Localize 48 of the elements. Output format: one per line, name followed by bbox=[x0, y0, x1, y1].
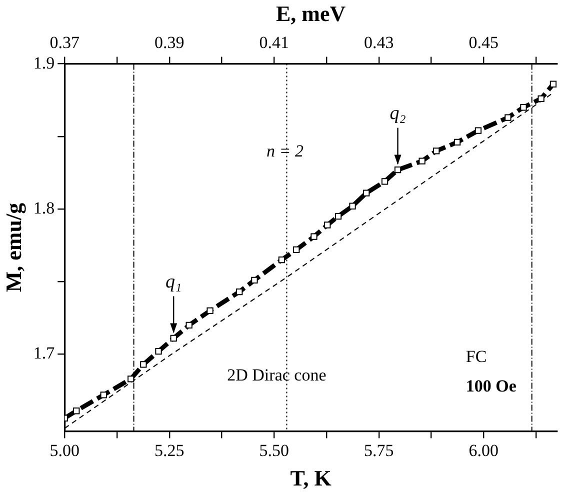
annotation: q₂ bbox=[390, 102, 406, 124]
point bbox=[278, 256, 286, 264]
x-tick-label: 6.00 bbox=[468, 440, 499, 460]
point bbox=[251, 276, 258, 284]
annotation: 100 Oe bbox=[466, 376, 517, 396]
point bbox=[418, 158, 426, 164]
annotation: 2D Dirac cone bbox=[227, 366, 326, 385]
x-axis-title: T, K bbox=[290, 465, 332, 490]
point bbox=[206, 307, 214, 314]
x-tick-label: 5.25 bbox=[154, 440, 184, 460]
point bbox=[73, 408, 80, 414]
point bbox=[394, 166, 402, 174]
point bbox=[520, 104, 527, 111]
annotation: q₁ bbox=[166, 271, 182, 292]
x2-tick-label: 0.37 bbox=[50, 33, 80, 52]
annotation: FC bbox=[466, 347, 487, 366]
y-axis-title: M, emu/g bbox=[0, 202, 26, 292]
y-tick-label: 1.7 bbox=[33, 344, 56, 363]
point bbox=[293, 246, 300, 254]
point bbox=[538, 95, 544, 102]
point bbox=[170, 334, 177, 342]
x2-axis-title: E, meV bbox=[276, 0, 346, 26]
x-tick-label: 5.50 bbox=[259, 440, 290, 460]
annotation: n = 2 bbox=[266, 141, 304, 160]
point bbox=[454, 138, 461, 146]
point bbox=[363, 190, 370, 196]
x-tick-label: 5.75 bbox=[364, 440, 394, 460]
point bbox=[310, 233, 318, 240]
x2-tick-label: 0.41 bbox=[259, 33, 290, 52]
point bbox=[504, 114, 512, 121]
point bbox=[100, 392, 107, 398]
point bbox=[474, 127, 482, 134]
point bbox=[186, 322, 192, 329]
point bbox=[550, 80, 557, 88]
x2-tick-label: 0.43 bbox=[364, 33, 394, 52]
point bbox=[155, 348, 162, 355]
y-tick-label: 1.8 bbox=[33, 198, 55, 218]
point bbox=[236, 288, 243, 296]
point bbox=[334, 212, 342, 220]
x-tick-label: 5.00 bbox=[50, 440, 80, 460]
x2-tick-label: 0.45 bbox=[468, 33, 499, 52]
x2-tick-label: 0.39 bbox=[154, 33, 184, 52]
point bbox=[432, 148, 440, 154]
point bbox=[324, 222, 331, 228]
point bbox=[140, 361, 147, 368]
point bbox=[381, 178, 388, 185]
point bbox=[128, 376, 134, 382]
y-tick-label: 1.9 bbox=[33, 53, 55, 72]
